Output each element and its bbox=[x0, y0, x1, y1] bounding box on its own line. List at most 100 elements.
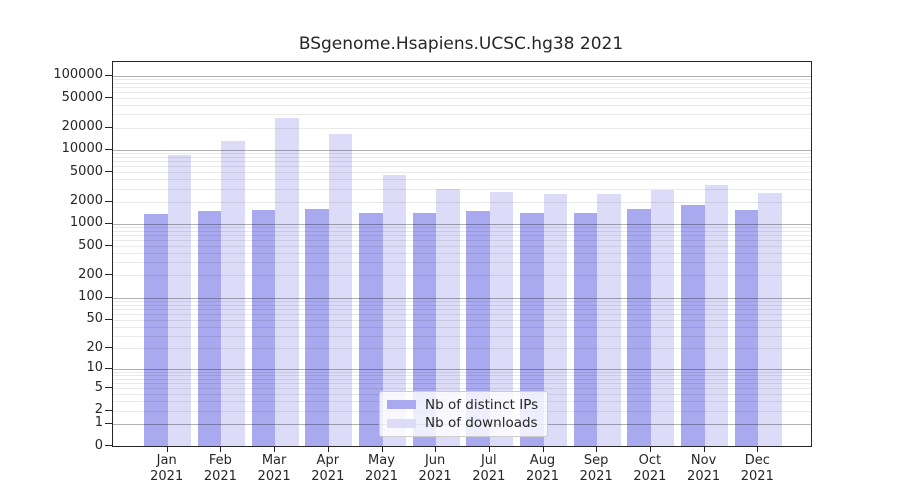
gridline-minor bbox=[113, 87, 811, 89]
x-tick-mark bbox=[596, 446, 598, 452]
x-tick-mark bbox=[703, 446, 705, 452]
gridline-minor bbox=[113, 127, 811, 129]
y-tick-mark bbox=[105, 318, 112, 320]
x-tick-label: Aug 2021 bbox=[525, 453, 560, 484]
y-tick-mark bbox=[105, 245, 112, 247]
y-tick-label: 20000 bbox=[61, 119, 103, 134]
bar-downloads bbox=[758, 193, 782, 446]
x-tick-label: Jan 2021 bbox=[150, 453, 184, 484]
y-tick-label: 2 bbox=[94, 402, 103, 418]
y-tick-label: 0 bbox=[94, 437, 103, 453]
y-tick-label: 50 bbox=[86, 311, 103, 326]
legend-label-downloads: Nb of downloads bbox=[425, 415, 538, 432]
x-tick-label: Apr 2021 bbox=[311, 453, 345, 484]
bar-downloads bbox=[275, 117, 299, 446]
x-tick-mark bbox=[435, 446, 437, 452]
gridline-minor bbox=[113, 161, 811, 163]
x-tick-label: Jul 2021 bbox=[472, 453, 506, 484]
x-tick-mark bbox=[757, 446, 759, 452]
y-tick-label: 1000 bbox=[69, 215, 103, 231]
y-tick-label: 2000 bbox=[69, 193, 103, 208]
y-tick-label: 1 bbox=[94, 415, 103, 431]
x-tick-label: May 2021 bbox=[364, 453, 399, 484]
legend-item-downloads: Nb of downloads bbox=[387, 415, 538, 431]
x-tick-label: Jun 2021 bbox=[418, 453, 452, 484]
x-tick-mark bbox=[220, 446, 222, 452]
legend-swatch-downloads bbox=[387, 418, 416, 428]
y-tick-mark bbox=[105, 126, 112, 128]
bar-distinct-ips bbox=[144, 213, 168, 446]
y-tick-mark bbox=[105, 347, 112, 349]
bar-downloads bbox=[543, 193, 567, 446]
gridline-minor bbox=[113, 92, 811, 94]
x-tick-mark bbox=[649, 446, 651, 452]
y-tick-mark bbox=[105, 422, 112, 424]
x-tick-mark bbox=[166, 446, 168, 452]
x-tick-mark bbox=[274, 446, 276, 452]
bar-downloads bbox=[436, 189, 460, 446]
y-tick-mark bbox=[105, 97, 112, 98]
gridline-minor bbox=[113, 79, 811, 81]
y-tick-mark bbox=[105, 445, 112, 446]
y-tick-label: 10 bbox=[86, 360, 103, 376]
legend-label-distinct-ips: Nb of distinct IPs bbox=[425, 396, 539, 413]
y-tick-label: 500 bbox=[78, 237, 103, 253]
y-tick-mark bbox=[105, 387, 112, 389]
bar-distinct-ips bbox=[305, 208, 329, 446]
x-tick-mark bbox=[381, 446, 383, 452]
x-tick-mark bbox=[542, 446, 544, 452]
bar-distinct-ips bbox=[251, 209, 276, 446]
bar-distinct-ips bbox=[359, 212, 383, 446]
y-tick-label: 100000 bbox=[53, 67, 103, 83]
y-tick-mark bbox=[105, 74, 112, 76]
x-tick-label: Sep 2021 bbox=[579, 453, 613, 484]
bar-downloads bbox=[650, 189, 675, 446]
y-tick-mark bbox=[105, 148, 112, 150]
y-tick-label: 5 bbox=[94, 379, 103, 395]
y-tick-label: 20 bbox=[86, 339, 103, 355]
y-tick-mark bbox=[105, 296, 112, 298]
x-tick-label: Mar 2021 bbox=[257, 453, 291, 484]
legend-item-distinct-ips: Nb of distinct IPs bbox=[387, 397, 538, 413]
bar-distinct-ips bbox=[681, 205, 705, 446]
y-tick-label: 10000 bbox=[61, 141, 103, 157]
chart-title: BSgenome.Hsapiens.UCSC.hg38 2021 bbox=[298, 34, 624, 54]
gridline-minor bbox=[113, 82, 811, 84]
bar-downloads bbox=[704, 185, 729, 446]
y-tick-mark bbox=[105, 274, 112, 276]
y-tick-mark bbox=[105, 171, 112, 172]
x-tick-mark bbox=[327, 446, 329, 452]
bar-distinct-ips bbox=[734, 209, 759, 446]
bar-downloads bbox=[167, 155, 192, 446]
legend-swatch-distinct-ips bbox=[387, 400, 416, 410]
bar-distinct-ips bbox=[627, 208, 651, 446]
gridline-minor bbox=[113, 114, 811, 116]
gridline-major bbox=[113, 149, 811, 151]
legend: Nb of distinct IPs Nb of downloads bbox=[379, 391, 549, 437]
y-tick-mark bbox=[105, 200, 112, 202]
y-tick-label: 50000 bbox=[61, 89, 103, 105]
gridline-minor bbox=[113, 153, 811, 155]
bar-downloads bbox=[489, 191, 514, 446]
plot-area bbox=[112, 61, 812, 447]
bar-distinct-ips bbox=[573, 213, 598, 446]
bar-downloads bbox=[382, 174, 406, 446]
x-tick-mark bbox=[488, 446, 490, 452]
bar-distinct-ips bbox=[520, 212, 544, 446]
y-tick-mark bbox=[105, 409, 112, 411]
x-tick-label: Oct 2021 bbox=[633, 453, 667, 484]
bar-distinct-ips bbox=[412, 212, 437, 446]
x-tick-label: Nov 2021 bbox=[687, 453, 721, 484]
y-tick-label: 5000 bbox=[69, 163, 103, 179]
gridline-minor bbox=[113, 156, 811, 158]
bar-downloads bbox=[328, 133, 353, 446]
y-tick-label: 100 bbox=[78, 289, 103, 305]
gridline-minor bbox=[113, 105, 811, 107]
x-tick-label: Feb 2021 bbox=[203, 453, 237, 484]
y-tick-label: 200 bbox=[78, 266, 103, 282]
gridline-minor bbox=[113, 179, 811, 181]
x-tick-label: Dec 2021 bbox=[740, 453, 774, 484]
bar-distinct-ips bbox=[466, 211, 490, 446]
y-tick-mark bbox=[105, 367, 112, 369]
